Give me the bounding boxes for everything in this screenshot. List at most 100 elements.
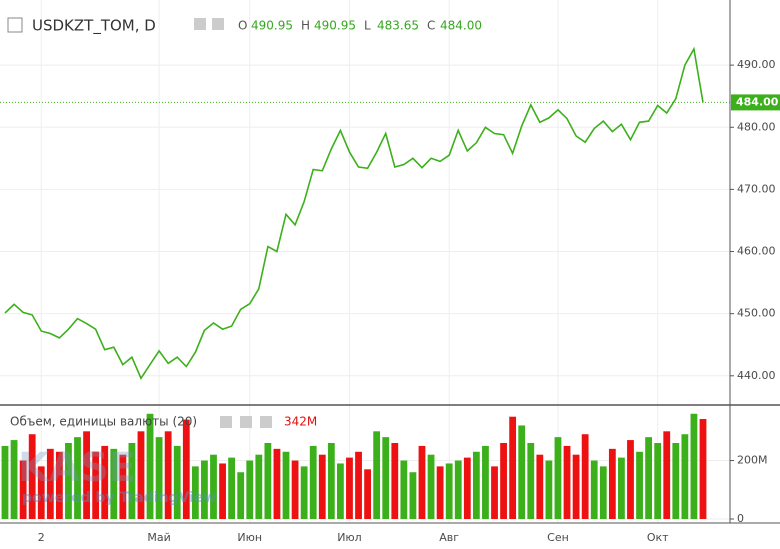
volume-bar: [146, 413, 154, 519]
volume-bar: [418, 445, 426, 519]
volume-bar: [65, 443, 72, 519]
y-tick-label: 440.00: [737, 369, 776, 382]
icon[interactable]: [212, 18, 224, 30]
y-tick-label: 470.00: [737, 182, 776, 195]
volume-bar: [119, 454, 127, 519]
volume-bar: [636, 451, 643, 519]
volume-bar: [527, 443, 535, 519]
volume-bar: [427, 454, 435, 519]
x-tick-label: Авг: [439, 531, 459, 544]
volume-bar: [210, 454, 217, 519]
volume-bar: [282, 451, 290, 519]
volume-bar: [445, 463, 453, 519]
icon[interactable]: [240, 416, 252, 428]
x-tick-label: Сен: [547, 531, 569, 544]
volume-bar: [500, 443, 507, 519]
volume-bar: [219, 463, 226, 519]
volume-bar: [364, 469, 371, 519]
volume-bar: [663, 431, 671, 519]
volume-bar: [690, 413, 698, 519]
volume-bar: [572, 454, 580, 519]
volume-bar: [246, 460, 254, 519]
y-tick-label: 490.00: [737, 58, 776, 71]
volume-bar: [454, 460, 462, 519]
volume-bar: [291, 460, 299, 519]
volume-bar: [128, 443, 136, 519]
volume-bar: [536, 454, 544, 519]
x-tick-label: Июн: [237, 531, 262, 544]
volume-bar: [300, 466, 308, 519]
ohlc-key: H: [301, 19, 310, 33]
ohlc-key: L: [364, 19, 371, 33]
volume-bar: [101, 445, 109, 519]
x-tick-label: Июл: [337, 531, 362, 544]
y-tick-label: 450.00: [737, 307, 776, 320]
volume-bar: [19, 460, 27, 519]
volume-bar: [164, 431, 172, 519]
icon[interactable]: [7, 17, 23, 33]
price-line: [4, 46, 704, 380]
ohlc-key: C: [427, 19, 435, 33]
volume-bar: [681, 434, 689, 519]
volume-bar: [92, 451, 100, 519]
volume-bar: [436, 466, 444, 519]
ohlc-legend: O 490.95 H 490.95 L 483.65 C 484.00: [238, 19, 482, 33]
volume-bar: [228, 457, 236, 519]
volume-bar: [182, 419, 190, 519]
volume-bar: [264, 443, 272, 519]
volume-bar: [590, 460, 598, 519]
volume-bar: [618, 457, 625, 519]
volume-bar: [155, 437, 163, 519]
last-price-label: 484.00: [736, 95, 779, 108]
volume-bar: [255, 454, 263, 519]
volume-bar: [518, 425, 526, 519]
ohlc-value: 483.65: [377, 19, 419, 33]
volume-bar: [10, 440, 18, 519]
volume-bar: [545, 460, 553, 519]
watermark: powered by TradingView: [22, 490, 216, 506]
volume-bar: [110, 448, 118, 519]
volume-bar: [237, 472, 245, 519]
volume-bar: [373, 431, 381, 519]
ohlc-value: 484.00: [440, 19, 482, 33]
volume-bar: [645, 437, 653, 519]
volume-bar: [37, 466, 45, 519]
watermark: KASE: [18, 445, 136, 491]
chart-title: USDKZT_TOM, D: [32, 17, 156, 36]
volume-bar: [346, 457, 353, 519]
volume-bar: [46, 448, 54, 519]
volume-bar: [191, 466, 199, 519]
volume-bar: [355, 451, 362, 519]
y-tick-label: 480.00: [737, 120, 776, 133]
x-tick-label: 2: [38, 531, 45, 544]
volume-bar: [55, 451, 63, 519]
volume-bar: [201, 460, 208, 519]
ohlc-key: O: [238, 19, 247, 33]
volume-bar: [672, 443, 680, 519]
volume-bar: [491, 466, 498, 519]
volume-bar: [627, 440, 634, 519]
volume-bar: [309, 445, 317, 519]
volume-bar: [482, 445, 489, 519]
volume-bar: [337, 463, 344, 519]
volume-bar: [1, 445, 9, 519]
volume-bar: [173, 445, 181, 519]
volume-bar: [273, 448, 281, 519]
x-tick-label: Окт: [647, 531, 669, 544]
volume-bar: [382, 437, 390, 519]
ohlc-value: 490.95: [314, 19, 356, 33]
volume-bar: [83, 431, 90, 519]
icon[interactable]: [220, 416, 232, 428]
icon[interactable]: [194, 18, 206, 30]
volume-bar: [554, 437, 562, 519]
volume-bar: [654, 443, 662, 519]
volume-bar: [463, 457, 471, 519]
marks: [0, 46, 730, 519]
volume-bar: [327, 443, 335, 519]
volume-bar: [581, 434, 589, 519]
volume-tick-label: 200M: [737, 454, 768, 467]
ohlc-value: 490.95: [251, 19, 293, 33]
volume-bar: [318, 454, 326, 519]
icon[interactable]: [260, 416, 272, 428]
